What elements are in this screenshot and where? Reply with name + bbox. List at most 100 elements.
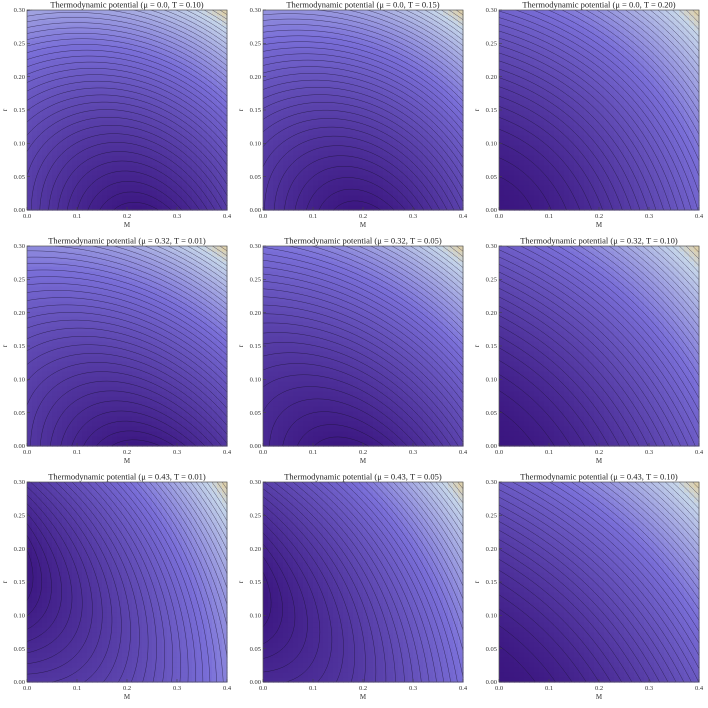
y-tick-label: 0.00 [14,207,25,214]
contour-line [399,481,464,575]
contour-line [411,481,464,554]
contour-line [179,481,228,562]
density-fill [27,10,228,211]
y-tick-label: 0.15 [486,107,497,114]
contour-line [311,245,464,338]
y-tick-label: 0.30 [486,243,497,250]
contour-line [26,12,228,67]
contour-line [47,481,122,683]
contour-panel: Thermodynamic potential (μ = 0.32, T = 0… [472,236,708,472]
contour-line [410,245,464,286]
x-tick-label: 0.1 [309,449,317,456]
y-tick-label: 0.00 [250,207,261,214]
contour-line [617,245,700,328]
contour-line [26,344,228,417]
contour-line [579,245,700,366]
contour-line [435,481,464,519]
contour-line [685,481,700,496]
contour-line [418,481,464,544]
contour-line [161,481,228,605]
y-tick-label: 0.25 [486,513,497,520]
contour-line [560,481,700,621]
contour-line [498,45,664,211]
contour-line [608,245,700,337]
density-fill [499,482,700,683]
contour-line [365,481,464,651]
contour-line [498,30,679,211]
y-tick-label: 0.30 [14,7,25,14]
x-tick-label: 0.3 [173,213,181,220]
x-tick-label: 0.4 [223,449,232,456]
contour-line [642,481,700,539]
contour-line [626,481,700,555]
density-fill [499,10,700,211]
y-axis-label: r [237,580,245,583]
contour-line [498,512,669,683]
contour-line [175,9,228,40]
contour-line [633,9,700,76]
y-tick-label: 0.20 [486,310,497,317]
contour-line [498,256,689,447]
contour-line [26,290,228,363]
contour-line [569,245,700,376]
contour-line [26,250,228,323]
contour-line [591,481,700,590]
contour-line [262,556,283,645]
x-tick-label: 0.1 [309,685,317,692]
y-axis-label: r [1,108,9,111]
y-tick-label: 0.10 [250,613,261,620]
y-tick-label: 0.20 [14,546,25,553]
y-tick-label: 0.15 [250,107,261,114]
contour-line [498,581,600,683]
contour-line [448,9,464,20]
x-tick-label: 0.2 [595,685,603,692]
contour-line [123,481,204,683]
contour-line [498,539,642,683]
contour-line [498,249,696,447]
y-axis-label: r [473,344,481,347]
y-tick-label: 0.05 [486,646,497,653]
contour-line [26,312,228,385]
contour-line [149,481,228,657]
contour-line [26,336,228,409]
x-tick-label: 0.4 [459,685,468,692]
contour-line [301,481,414,683]
contour-line [48,142,216,211]
contour-line [26,55,228,117]
contour-line [60,400,206,447]
contour-panel: Thermodynamic potential (μ = 0.32, T = 0… [0,236,236,472]
contour-line [129,481,211,683]
contour-line [498,504,677,683]
contour-line [498,496,685,683]
contour-line [26,49,228,110]
contour-line [685,245,700,260]
contour-line [113,202,159,211]
contour-lines [498,9,700,211]
contour-panel: Thermodynamic potential (μ = 0.32, T = 0… [236,236,472,472]
contour-line [498,559,622,683]
contour-panel: Thermodynamic potential (μ = 0.43, T = 0… [0,472,236,708]
contour-line [343,481,451,683]
contour-line [498,570,611,683]
y-tick-label: 0.05 [486,174,497,181]
contour-panel: Thermodynamic potential (μ = 0.0, T = 0.… [236,0,472,236]
y-tick-label: 0.10 [486,377,497,384]
contour-line [345,245,464,324]
density-fill [27,482,228,683]
y-tick-label: 0.20 [250,310,261,317]
x-axis-label: M [596,693,603,701]
contour-lines [262,481,464,683]
contour-line [600,481,700,581]
contour-line [498,347,598,447]
contour-line [498,95,614,211]
y-tick-label: 0.15 [14,107,25,114]
contour-line [441,481,464,511]
y-tick-label: 0.30 [250,243,261,250]
contour-line [498,157,552,211]
panel-title: Thermodynamic potential (μ = 0.43, T = 0… [520,472,678,482]
x-tick-label: 0.2 [359,685,367,692]
contour-line [26,38,228,97]
x-tick-label: 0.3 [645,449,653,456]
y-tick-label: 0.20 [250,74,261,81]
contour-line [498,288,657,447]
